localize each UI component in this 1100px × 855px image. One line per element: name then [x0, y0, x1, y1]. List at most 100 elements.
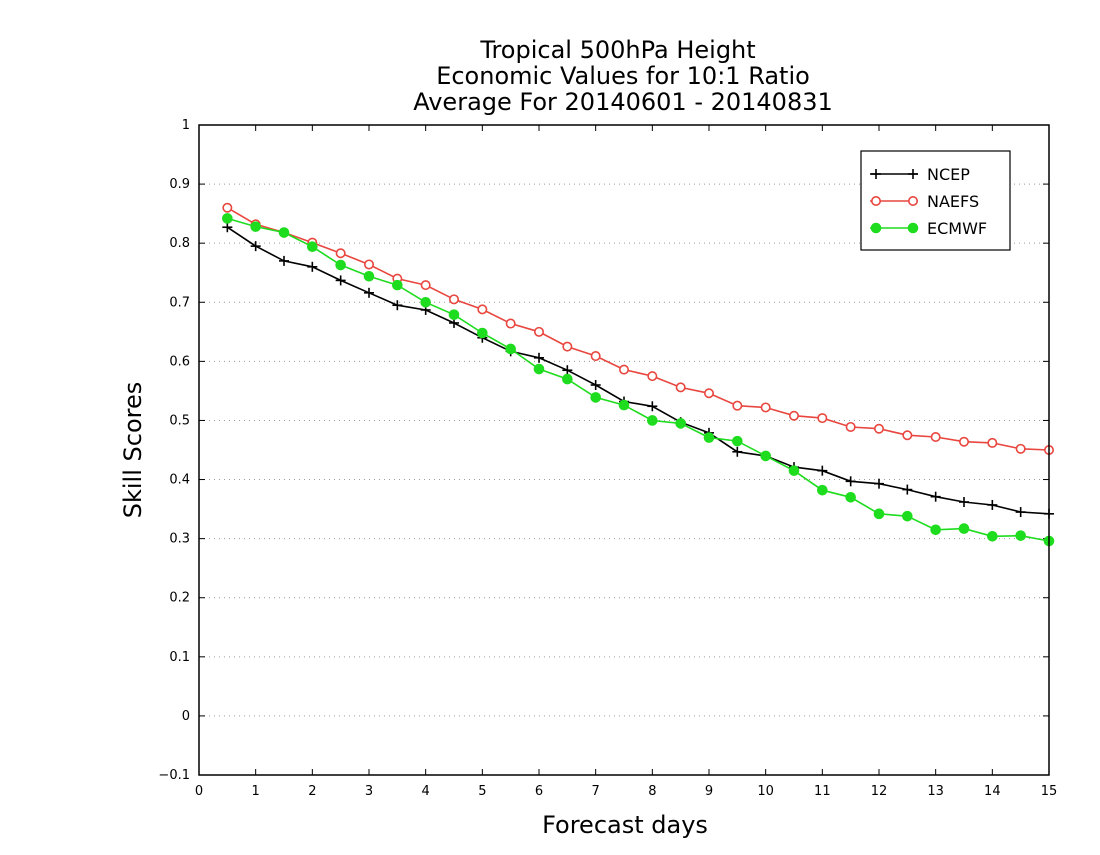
data-point-naefs [958, 436, 969, 447]
legend-marker-naefs [907, 196, 918, 207]
x-tick-label: 3 [365, 784, 373, 799]
legend-marker-ecmwf [870, 222, 882, 234]
legend-marker-ncep [871, 169, 881, 179]
data-point-ecmwf [477, 327, 488, 339]
legend-entry-naefs: NAEFS [870, 192, 979, 211]
grid [199, 183, 1049, 717]
legend-label-ecmwf: ECMWF [927, 219, 987, 238]
data-point-naefs [222, 202, 233, 213]
x-tick-label: 1 [252, 784, 260, 799]
y-tick-label: 0.6 [169, 354, 190, 369]
legend: NCEP NAEFS ECMWF [860, 150, 1011, 251]
data-point-naefs [618, 364, 629, 375]
data-point-ncep [959, 497, 969, 507]
data-point-ecmwf [533, 363, 545, 375]
title-line-1: Tropical 500hPa Height [479, 36, 755, 64]
data-point-ecmwf [420, 296, 431, 308]
data-point-naefs [448, 294, 459, 305]
data-point-ecmwf [958, 523, 970, 534]
data-point-naefs [533, 326, 544, 337]
data-point-ecmwf [732, 435, 743, 447]
y-axis-label: Skill Scores [119, 382, 147, 519]
series-line-ecmwf [227, 217, 1050, 542]
y-tick-label: 0.4 [169, 473, 190, 488]
legend-label-ncep: NCEP [927, 165, 970, 184]
data-point-ecmwf [1015, 530, 1026, 541]
data-point-ecmwf [307, 241, 318, 253]
data-point-naefs [477, 304, 488, 315]
data-point-naefs [675, 382, 686, 393]
x-tick-label: 14 [984, 784, 1001, 799]
data-point-naefs [562, 341, 573, 352]
data-point-ecmwf [675, 418, 686, 429]
x-tick-label: 5 [478, 784, 486, 799]
data-point-ecmwf [902, 510, 913, 522]
series-line-ncep [226, 226, 1050, 515]
x-tick-label: 13 [927, 784, 944, 799]
data-point-naefs [788, 410, 799, 421]
data-point-ncep [392, 300, 403, 311]
data-point-ecmwf [760, 450, 771, 462]
axis-ticks: −0.100.10.20.30.40.50.60.70.80.910 1 2 3 4 5 6… [158, 118, 1057, 799]
data-point-ecmwf [250, 221, 261, 232]
data-point-ecmwf [392, 279, 403, 291]
data-point-naefs [817, 413, 828, 424]
data-point-ecmwf [817, 484, 828, 496]
y-tick-label: 0.2 [169, 591, 190, 606]
data-point-ncep [250, 241, 261, 252]
data-point-ncep [364, 287, 374, 298]
data-point-ecmwf [788, 465, 800, 476]
y-tick-label: 0.8 [169, 236, 190, 251]
legend-marker-ecmwf [907, 222, 919, 234]
x-axis-label: Forecast days [542, 811, 708, 839]
data-point-ecmwf [363, 270, 375, 282]
x-tick-label: 2 [308, 784, 316, 799]
y-tick-label: 0.5 [169, 413, 190, 428]
data-point-naefs [732, 400, 743, 411]
x-tick-label: 15 [1041, 784, 1058, 799]
data-point-ncep [279, 255, 289, 266]
data-point-ncep [902, 484, 913, 495]
data-point-ncep [732, 446, 743, 457]
legend-marker-ncep [908, 169, 918, 179]
title-line-2: Economic Values for 10:1 Ratio [436, 62, 810, 90]
x-tick-label: 4 [422, 784, 430, 799]
data-point-naefs [845, 421, 856, 432]
data-point-ncep [845, 476, 856, 487]
data-point-naefs [873, 423, 884, 434]
data-point-ncep [817, 465, 828, 476]
data-point-ncep [335, 275, 346, 286]
series-naefs [222, 202, 1055, 455]
data-point-naefs [420, 280, 431, 291]
data-point-ecmwf [590, 392, 601, 403]
data-point-ncep [590, 380, 601, 390]
data-point-naefs [505, 318, 516, 329]
data-point-ncep [647, 401, 658, 412]
series-ecmwf [222, 213, 1055, 547]
data-point-ecmwf [222, 213, 233, 224]
x-tick-label: 9 [705, 784, 713, 799]
data-point-naefs [647, 371, 658, 382]
x-tick-label: 12 [871, 784, 888, 799]
data-point-ecmwf [703, 432, 715, 443]
data-point-ecmwf [562, 373, 573, 385]
x-tick-label: 7 [592, 784, 600, 799]
y-tick-label: 1 [182, 118, 190, 133]
data-point-ecmwf [335, 259, 346, 271]
data-point-ncep [930, 491, 941, 502]
data-point-ecmwf [618, 399, 630, 411]
x-tick-label: 6 [535, 784, 543, 799]
x-tick-label: 10 [757, 784, 774, 799]
data-point-naefs [930, 431, 941, 442]
data-point-ecmwf [505, 343, 516, 355]
data-point-ncep [987, 499, 998, 510]
x-tick-label: 0 [195, 784, 203, 799]
legend-marker-naefs [870, 196, 881, 207]
data-point-ncep [874, 478, 884, 489]
data-point-ecmwf [873, 508, 885, 520]
data-point-ecmwf [987, 530, 998, 542]
data-point-naefs [363, 259, 374, 270]
y-tick-label: −0.1 [158, 768, 190, 783]
